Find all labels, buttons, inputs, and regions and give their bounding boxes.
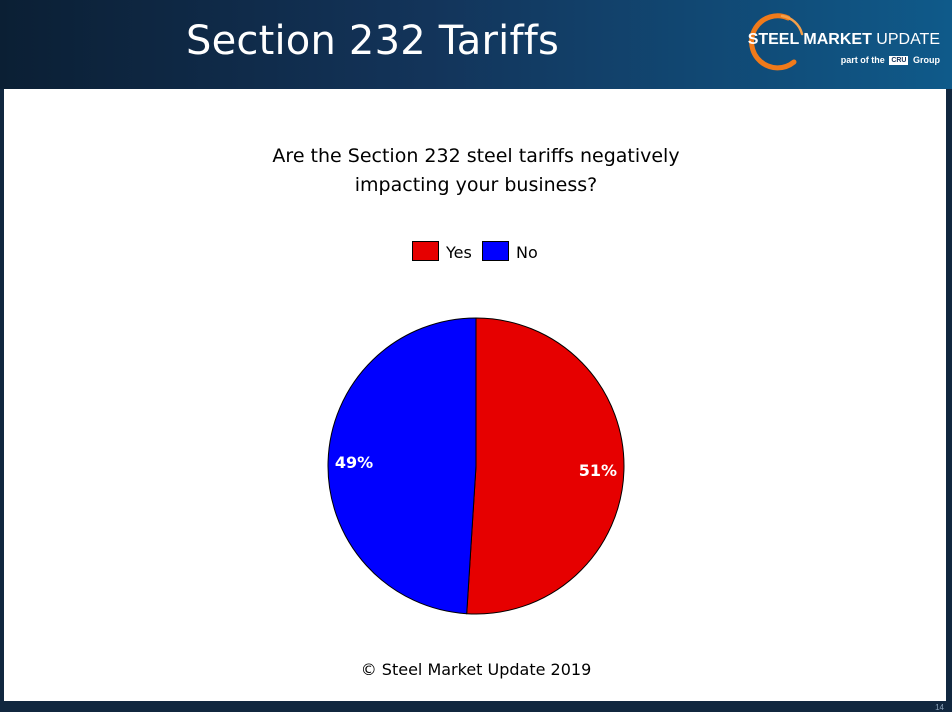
legend-label-yes: Yes xyxy=(446,243,472,262)
page-title: Section 232 Tariffs xyxy=(186,18,560,64)
copyright-credit: © Steel Market Update 2019 xyxy=(360,660,592,679)
logo-brand-light: UPDATE xyxy=(871,31,940,48)
chart-title-line-2: impacting your business? xyxy=(354,174,598,196)
logo-subline: part of the CRU Group xyxy=(726,55,940,65)
chart-title: Are the Section 232 steel tariffs negati… xyxy=(0,142,952,200)
logo-swoosh-icon xyxy=(749,13,804,71)
header-bar: Section 232 Tariffs STEEL MARKET UPDATE … xyxy=(0,0,952,89)
chart-title-line-1: Are the Section 232 steel tariffs negati… xyxy=(272,145,680,167)
logo-brand-bold: STEEL MARKET xyxy=(747,31,872,48)
slide-number: 14 xyxy=(935,703,944,712)
logo-sub-after: Group xyxy=(913,55,940,65)
pie-slice-yes xyxy=(466,317,625,615)
pie-label-no: 49% xyxy=(335,453,373,472)
legend-label-no: No xyxy=(516,243,538,262)
chart-legend: Yes No xyxy=(0,241,952,265)
logo-sub-before: part of the xyxy=(840,55,885,65)
pie-label-yes: 51% xyxy=(579,461,617,480)
steel-market-update-logo: STEEL MARKET UPDATE part of the CRU Grou… xyxy=(726,12,946,74)
logo-wordmark: STEEL MARKET UPDATE xyxy=(726,31,940,49)
legend-swatch-no xyxy=(482,241,509,261)
cru-logo-box: CRU xyxy=(889,56,909,65)
pie-slice-no xyxy=(327,317,477,615)
legend-swatch-yes xyxy=(412,241,439,261)
